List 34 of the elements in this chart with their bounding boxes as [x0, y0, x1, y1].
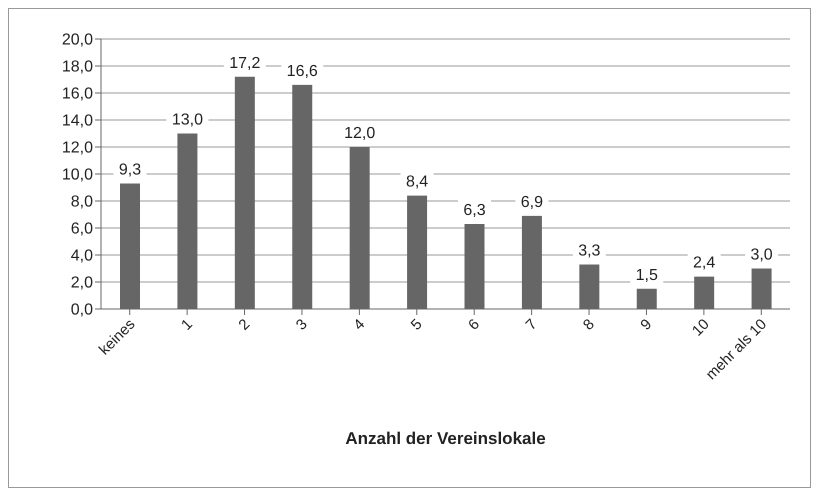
y-tick-label: 12,0	[62, 140, 94, 157]
y-tick-label: 6,0	[70, 220, 94, 238]
data-label: 1,5	[636, 266, 658, 284]
data-label: 17,2	[229, 54, 261, 72]
x-tick-label: 9	[637, 316, 656, 334]
y-tick-label: 8,0	[70, 194, 94, 211]
data-label: 3,3	[578, 242, 601, 260]
x-tick-label: 8	[580, 316, 598, 334]
y-tick-label: 16,0	[62, 86, 94, 103]
data-label: 6,9	[520, 194, 544, 211]
data-label: 9,3	[118, 161, 142, 178]
data-label: 16,6	[286, 62, 318, 80]
x-tick-label: 7	[522, 316, 540, 334]
x-axis-title: Anzahl der Vereinslokale	[344, 429, 547, 449]
x-tick-label: 1	[178, 316, 196, 334]
y-tick-label: 14,0	[62, 112, 94, 130]
x-tick-label: 2	[235, 316, 254, 334]
x-tick-label: 6	[465, 316, 484, 334]
y-tick-label: 18,0	[62, 58, 94, 76]
y-tick-label: 2,0	[70, 274, 94, 292]
data-label: 6,3	[463, 202, 486, 219]
y-tick-label: 4,0	[70, 248, 94, 265]
data-label: 13,0	[172, 112, 204, 128]
data-label: 8,4	[406, 174, 428, 191]
data-label: 2,4	[693, 254, 716, 272]
x-tick-label: 10	[688, 316, 713, 340]
y-tick-label: 10,0	[62, 166, 94, 184]
data-label: 12,0	[344, 125, 376, 142]
y-tick-label: 20,0	[62, 32, 94, 49]
y-tick-label: 0,0	[70, 302, 94, 319]
x-tick-label: 3	[292, 316, 311, 334]
x-tick-label: 4	[350, 316, 368, 334]
data-label: 3,0	[750, 246, 773, 264]
x-tick-label: 5	[408, 316, 426, 334]
